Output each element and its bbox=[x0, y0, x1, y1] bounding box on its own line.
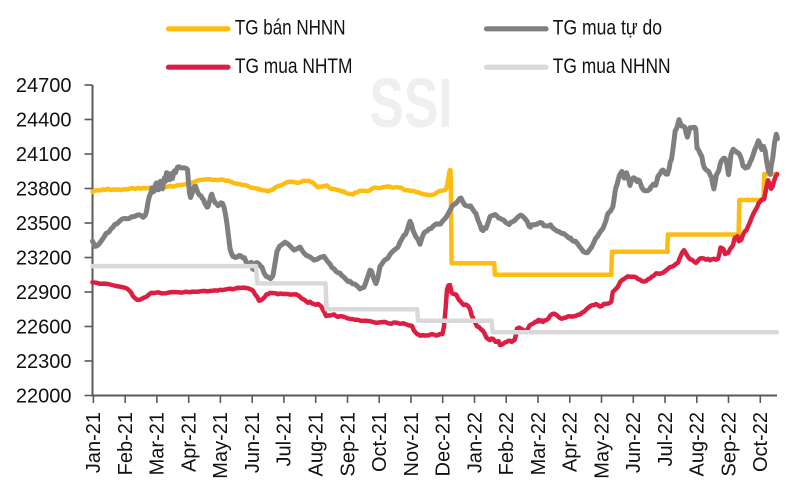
svg-text:23500: 23500 bbox=[16, 213, 72, 235]
svg-text:22600: 22600 bbox=[16, 317, 72, 339]
svg-text:TG bán NHNN: TG bán NHNN bbox=[235, 17, 346, 40]
svg-text:Mar-22: Mar-22 bbox=[528, 412, 550, 475]
svg-text:Oct-21: Oct-21 bbox=[369, 412, 391, 472]
svg-text:22000: 22000 bbox=[16, 386, 72, 408]
svg-text:Sep-22: Sep-22 bbox=[718, 412, 740, 477]
svg-text:Jul-22: Jul-22 bbox=[655, 412, 677, 466]
svg-text:Jun-21: Jun-21 bbox=[242, 412, 264, 473]
svg-text:Jun-22: Jun-22 bbox=[623, 412, 645, 473]
svg-text:22900: 22900 bbox=[16, 282, 72, 304]
svg-text:Aug-21: Aug-21 bbox=[306, 412, 328, 477]
svg-text:Aug-22: Aug-22 bbox=[687, 412, 709, 477]
svg-text:TG mua tự do: TG mua tự do bbox=[553, 17, 662, 40]
svg-text:23800: 23800 bbox=[16, 179, 72, 201]
svg-text:Mar-21: Mar-21 bbox=[147, 412, 169, 475]
svg-text:Apr-21: Apr-21 bbox=[179, 412, 201, 472]
svg-text:TG mua NHTM: TG mua NHTM bbox=[235, 55, 353, 78]
svg-text:24700: 24700 bbox=[16, 75, 72, 97]
svg-text:Feb-22: Feb-22 bbox=[496, 412, 518, 475]
svg-text:Feb-21: Feb-21 bbox=[115, 412, 137, 475]
svg-text:23200: 23200 bbox=[16, 248, 72, 270]
svg-text:Jul-21: Jul-21 bbox=[274, 412, 296, 466]
svg-text:Jan-21: Jan-21 bbox=[83, 412, 105, 473]
svg-text:22300: 22300 bbox=[16, 351, 72, 373]
svg-text:Apr-22: Apr-22 bbox=[560, 412, 582, 472]
svg-text:May-22: May-22 bbox=[591, 412, 613, 479]
svg-text:24100: 24100 bbox=[16, 144, 72, 166]
svg-text:Sep-21: Sep-21 bbox=[337, 412, 359, 477]
svg-text:TG mua NHNN: TG mua NHNN bbox=[553, 55, 671, 78]
svg-text:Oct-22: Oct-22 bbox=[750, 412, 772, 472]
svg-text:Jan-22: Jan-22 bbox=[464, 412, 486, 473]
svg-text:SSI: SSI bbox=[370, 64, 453, 142]
svg-text:24400: 24400 bbox=[16, 110, 72, 132]
svg-text:Nov-21: Nov-21 bbox=[401, 412, 423, 476]
svg-text:May-21: May-21 bbox=[210, 412, 232, 479]
svg-text:Dec-21: Dec-21 bbox=[433, 412, 455, 476]
